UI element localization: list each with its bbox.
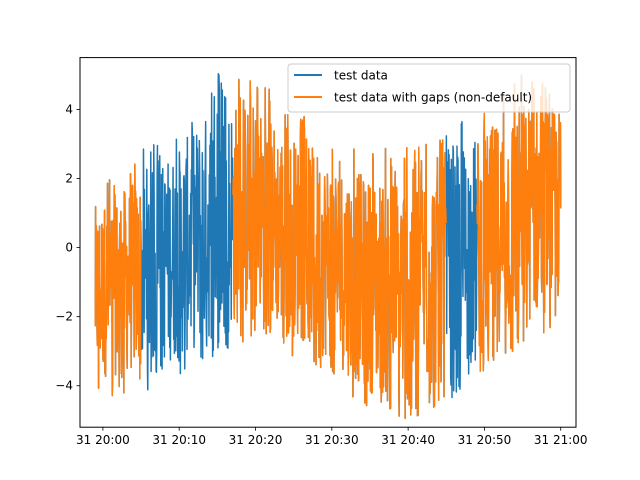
y-axis: −4 −2 0 2 4 bbox=[55, 102, 80, 393]
x-axis: 31 20:00 31 20:10 31 20:20 31 20:30 31 20:40… bbox=[76, 427, 588, 447]
legend: test data test data with gaps (non-defau… bbox=[287, 63, 571, 113]
y-tick-label: 4 bbox=[65, 102, 73, 116]
legend-box bbox=[287, 63, 571, 113]
y-tick-label: −4 bbox=[55, 379, 73, 393]
x-tick-label: 31 20:30 bbox=[305, 433, 359, 447]
x-tick-label: 31 21:00 bbox=[534, 433, 588, 447]
series-line-test-data-with-gaps bbox=[232, 78, 447, 420]
plot-series bbox=[94, 73, 562, 420]
series-line-test-data-with-gaps bbox=[476, 74, 562, 372]
x-tick-label: 31 20:10 bbox=[152, 433, 206, 447]
x-tick-label: 31 20:50 bbox=[458, 433, 512, 447]
series-line-test-data-with-gaps bbox=[94, 163, 142, 397]
x-tick-label: 31 20:20 bbox=[229, 433, 283, 447]
legend-label-test-data-with-gaps: test data with gaps (non-default) bbox=[334, 91, 532, 105]
y-tick-label: 0 bbox=[65, 241, 73, 255]
legend-label-test-data: test data bbox=[334, 69, 388, 83]
x-tick-label: 31 20:00 bbox=[76, 433, 130, 447]
y-tick-label: 2 bbox=[65, 171, 73, 185]
axes-frame bbox=[79, 57, 577, 428]
y-tick-label: −2 bbox=[55, 310, 73, 324]
x-tick-label: 31 20:40 bbox=[381, 433, 435, 447]
